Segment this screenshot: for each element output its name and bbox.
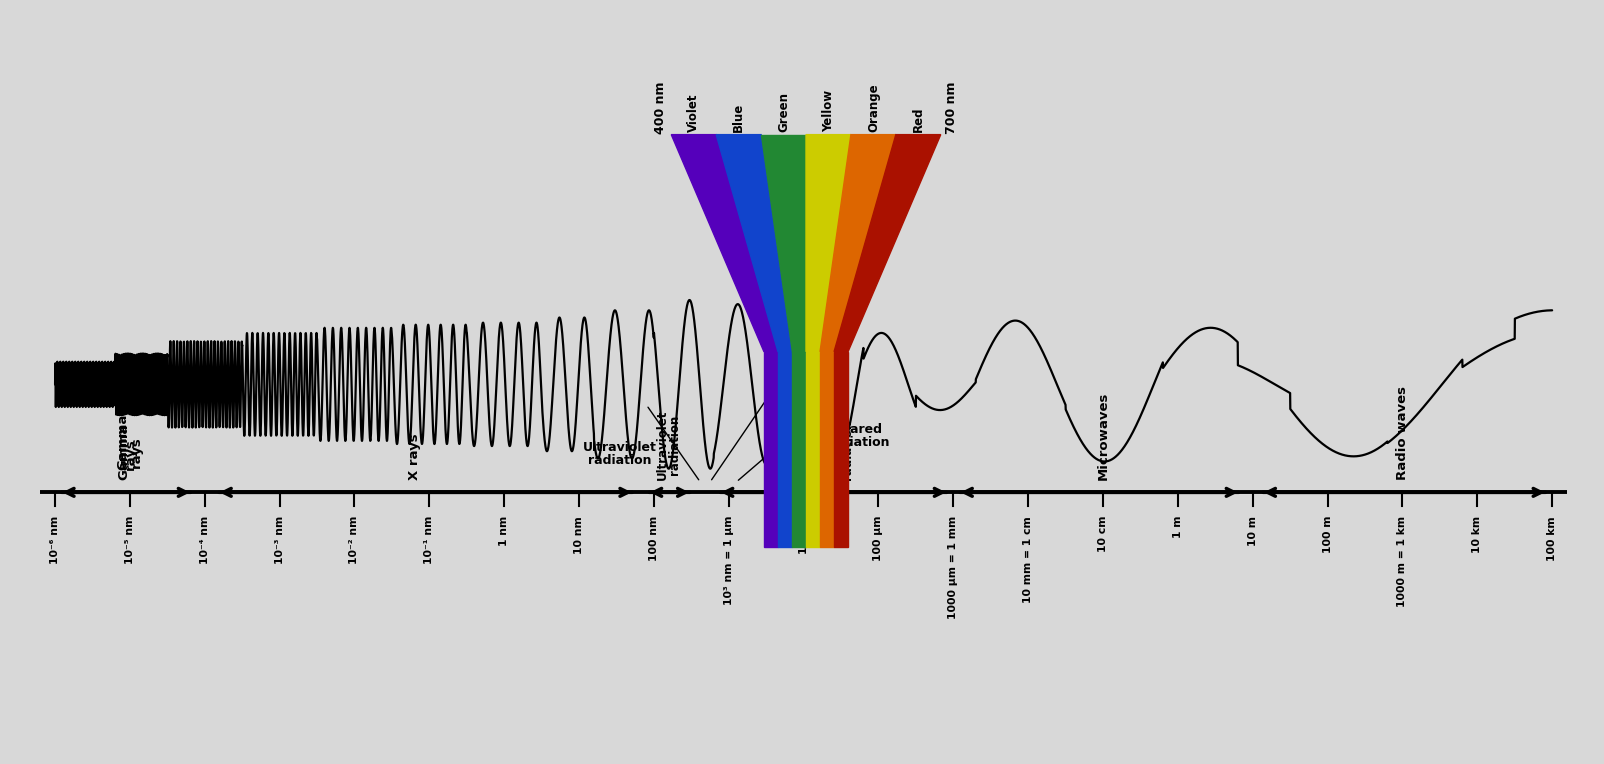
Text: rays: rays [109,438,136,470]
Text: Green: Green [776,92,791,132]
Polygon shape [834,134,940,351]
Polygon shape [764,351,778,547]
Polygon shape [805,351,820,547]
Text: Gamma
rays: Gamma rays [117,423,143,480]
Text: Infrared
radiation: Infrared radiation [826,423,890,449]
Text: 1 m: 1 m [1173,516,1182,539]
Text: 100 μm: 100 μm [874,516,884,562]
Text: 10⁻¹ nm: 10⁻¹ nm [425,516,435,565]
Text: 10 cm: 10 cm [1099,516,1108,552]
Text: Violet: Violet [687,93,701,132]
Text: Orange: Orange [866,83,881,132]
Text: 10⁻³ nm: 10⁻³ nm [274,516,284,565]
Text: 10³ nm = 1 μm: 10³ nm = 1 μm [723,516,733,606]
Text: 10⁻⁶ nm: 10⁻⁶ nm [50,516,59,565]
Polygon shape [820,351,834,547]
Polygon shape [715,134,792,351]
Text: Microwaves: Microwaves [1097,392,1110,480]
Text: 100 nm: 100 nm [650,516,659,562]
Text: 1000 μm = 1 mm: 1000 μm = 1 mm [948,516,958,620]
Text: 10⁻⁵ nm: 10⁻⁵ nm [125,516,135,565]
Text: X rays: X rays [407,433,420,480]
Text: Ultraviolet
radiation: Ultraviolet radiation [656,410,682,480]
Text: Radio waves: Radio waves [1395,386,1408,480]
Text: 10⁻⁴ nm: 10⁻⁴ nm [200,516,210,565]
Text: Red: Red [911,106,926,132]
Text: Ultraviolet
radiation: Ultraviolet radiation [584,441,658,467]
Polygon shape [834,351,849,547]
Text: Infrared
radiation: Infrared radiation [829,419,853,480]
Text: 100 km: 100 km [1548,516,1557,561]
Text: 700 nm: 700 nm [945,81,959,134]
Polygon shape [805,134,850,351]
Polygon shape [792,351,805,547]
Polygon shape [760,134,805,351]
Text: 10⁻² nm: 10⁻² nm [350,516,359,565]
Text: 10 m: 10 m [1248,516,1258,546]
Text: 10 nm: 10 nm [574,516,584,554]
Text: 1 nm: 1 nm [499,516,508,546]
Polygon shape [670,134,778,351]
Text: Gamma: Gamma [115,413,128,470]
Text: Blue: Blue [731,102,746,132]
Polygon shape [820,134,895,351]
Text: Yellow: Yellow [821,90,836,132]
Text: Visible light: Visible light [773,329,842,397]
Text: 10 km: 10 km [1472,516,1482,553]
Text: 1000 m = 1 km: 1000 m = 1 km [1397,516,1407,607]
Text: 100 m: 100 m [1323,516,1333,553]
Text: 10 μm: 10 μm [799,516,808,554]
Polygon shape [778,351,792,547]
Text: 400 nm: 400 nm [653,81,667,134]
Text: 10 mm = 1 cm: 10 mm = 1 cm [1023,516,1033,603]
